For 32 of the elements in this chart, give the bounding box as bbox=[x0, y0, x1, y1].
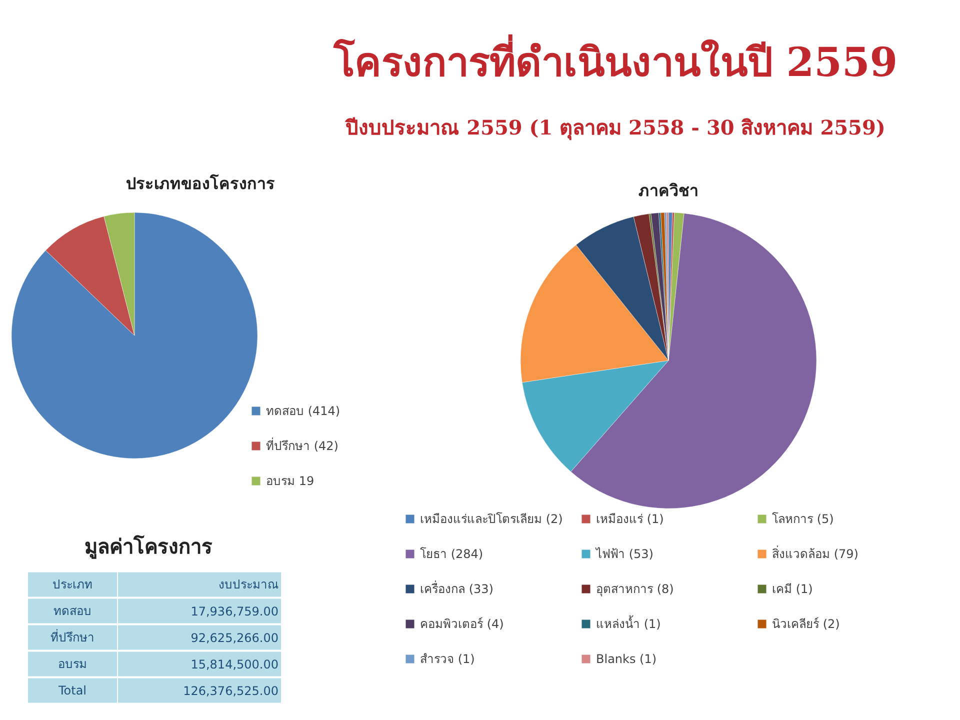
legend-label: โลหการ (5) bbox=[772, 511, 835, 528]
data-label: 126,376,525.00 bbox=[183, 684, 279, 698]
category-label: อบรม bbox=[58, 657, 87, 671]
data-label: 17,936,759.00 bbox=[190, 604, 279, 618]
legend-label: เหมืองแร่และปิโตรเลียม (2) bbox=[420, 511, 564, 528]
legend-label: เคมี (1) bbox=[772, 581, 814, 598]
legend-label: นิวเคลียร์ (2) bbox=[772, 616, 841, 633]
text: มูลค่าโครงการ bbox=[84, 534, 212, 560]
legend-label: เหมืองแร่ (1) bbox=[596, 511, 665, 528]
category-label: ที่ปรึกษา bbox=[50, 628, 94, 644]
legend-label: ไฟฟ้า (53) bbox=[596, 546, 654, 563]
text: โครงการที่ดำเนินงานในปี 2559 bbox=[332, 34, 898, 86]
legend-label: โยธา (284) bbox=[420, 546, 484, 563]
legend-label: อบรม 19 bbox=[266, 473, 314, 490]
category-label: ทดสอบ bbox=[54, 604, 92, 618]
legend-label: อุตสาหการ (8) bbox=[596, 581, 675, 598]
text: งบประมาณ bbox=[218, 578, 278, 592]
chart-title: ประเภทของโครงการ bbox=[126, 173, 275, 193]
legend-label: เครื่องกล (33) bbox=[420, 580, 494, 598]
text: ประเภท bbox=[52, 578, 92, 592]
legend-label: คอมพิวเตอร์ (4) bbox=[420, 616, 505, 633]
legend-label: สิ่งแวดล้อม (79) bbox=[772, 544, 860, 563]
legend-label: แหล่งน้ำ (1) bbox=[596, 614, 662, 633]
text: ปีงบประมาณ 2559 (1 ตุลาคม 2558 - 30 สิงหาคม 2559) bbox=[344, 116, 886, 140]
data-label: 15,814,500.00 bbox=[190, 658, 279, 672]
legend-label: ทดสอบ (414) bbox=[266, 403, 340, 420]
legend-label: Blanks (1) bbox=[596, 652, 658, 666]
legend-label: ที่ปรึกษา (42) bbox=[266, 436, 338, 455]
category-label: Total bbox=[57, 684, 87, 698]
legend-label: สำรวจ (1) bbox=[420, 651, 476, 668]
data-label: 92,625,266.00 bbox=[190, 631, 279, 645]
chart-title: ภาควิชา bbox=[638, 181, 698, 200]
